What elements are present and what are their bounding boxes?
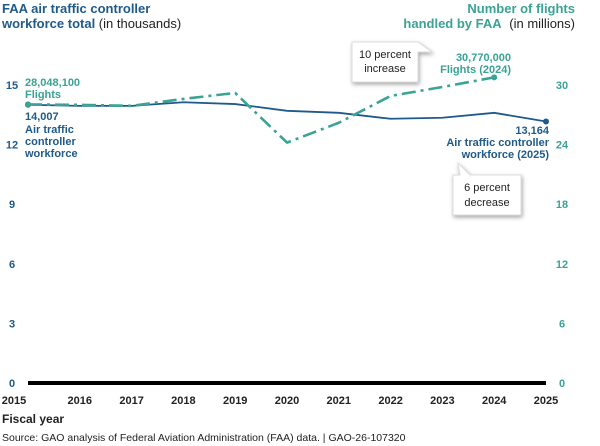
left-axis-title-bold: workforce total — [1, 16, 99, 31]
left-axis-ticks: 0 3 6 9 12 15 — [6, 80, 18, 390]
workforce-2015-line3: workforce — [24, 148, 78, 160]
right-tick-label: 6 — [559, 318, 565, 330]
decrease-callout: 6 percent decrease — [452, 161, 522, 216]
right-axis-ticks: 0 6 12 18 24 30 — [556, 80, 569, 390]
flights-2015-value: 28,048,100 — [25, 77, 80, 89]
x-tick-label: 2025 — [534, 395, 558, 407]
left-tick-label: 9 — [9, 199, 15, 211]
series-point-air-traffic-controller-workforce — [543, 118, 549, 125]
left-axis-title-line1: FAA air traffic controller — [2, 1, 150, 16]
x-tick-label: 2022 — [378, 395, 402, 407]
workforce-2025-line2: workforce (2025) — [461, 149, 550, 161]
left-tick-label: 15 — [6, 80, 18, 92]
x-tick-label: 2024 — [482, 395, 507, 407]
left-tick-label: 0 — [9, 378, 15, 390]
left-axis-title-unit: (in thousands) — [99, 16, 181, 31]
x-axis-label: Fiscal year — [2, 412, 64, 426]
workforce-2025-value: 13,164 — [515, 125, 550, 137]
right-tick-label: 0 — [559, 378, 565, 390]
x-tick-label: 2017 — [119, 395, 143, 407]
workforce-2015-line2: controller — [25, 136, 76, 148]
flights-2015-label: Flights — [25, 89, 61, 101]
x-tick-label: 2020 — [275, 395, 299, 407]
x-tick-label: 2018 — [171, 395, 195, 407]
left-tick-label: 12 — [6, 140, 18, 152]
left-tick-label: 3 — [9, 318, 15, 330]
workforce-2015-value: 14,007 — [25, 111, 59, 123]
series-lines — [25, 74, 549, 144]
right-tick-label: 18 — [556, 199, 568, 211]
flights-2024-label: Flights (2024) — [440, 64, 511, 76]
increase-callout-line1: 10 percent — [359, 49, 411, 61]
right-tick-label: 12 — [556, 259, 568, 271]
increase-callout-line2: increase — [364, 63, 406, 75]
x-tick-label: 2015 — [2, 395, 26, 407]
right-axis-title-unit: (in millions) — [509, 16, 575, 31]
right-axis-title-bold: handled by FAA — [403, 16, 502, 31]
decrease-callout-line1: 6 percent — [464, 182, 510, 194]
series-point-flights — [25, 101, 31, 108]
decrease-callout-line2: decrease — [464, 197, 509, 209]
workforce-2015-line1: Air traffic — [25, 124, 74, 136]
source-note: Source: GAO analysis of Federal Aviation… — [2, 432, 406, 444]
x-axis-ticks: 2015 2016 2017 2018 2019 2020 2021 2022 2023 2024… — [2, 395, 558, 407]
x-tick-label: 2021 — [327, 395, 351, 407]
x-tick-label: 2019 — [223, 395, 247, 407]
x-tick-label: 2023 — [430, 395, 454, 407]
right-tick-label: 24 — [556, 140, 569, 152]
increase-callout: 10 percent increase — [351, 41, 434, 83]
right-tick-label: 30 — [556, 80, 568, 92]
right-axis-title-line1: Number of flights — [467, 1, 575, 16]
right-axis-title-line2: handled by FAA (in millions) — [403, 16, 575, 31]
left-tick-label: 6 — [9, 259, 15, 271]
increase-callout-box — [351, 41, 434, 83]
series-line-flights — [27, 76, 495, 144]
x-tick-label: 2016 — [68, 395, 92, 407]
decrease-callout-box — [452, 161, 522, 216]
series-line-air-traffic-controller-workforce — [27, 101, 547, 123]
left-axis-title-line2: workforce total (in thousands) — [1, 16, 181, 31]
flights-2024-value: 30,770,000 — [456, 52, 511, 64]
workforce-2025-line1: Air traffic controller — [446, 137, 549, 149]
series-point-flights — [491, 74, 498, 81]
